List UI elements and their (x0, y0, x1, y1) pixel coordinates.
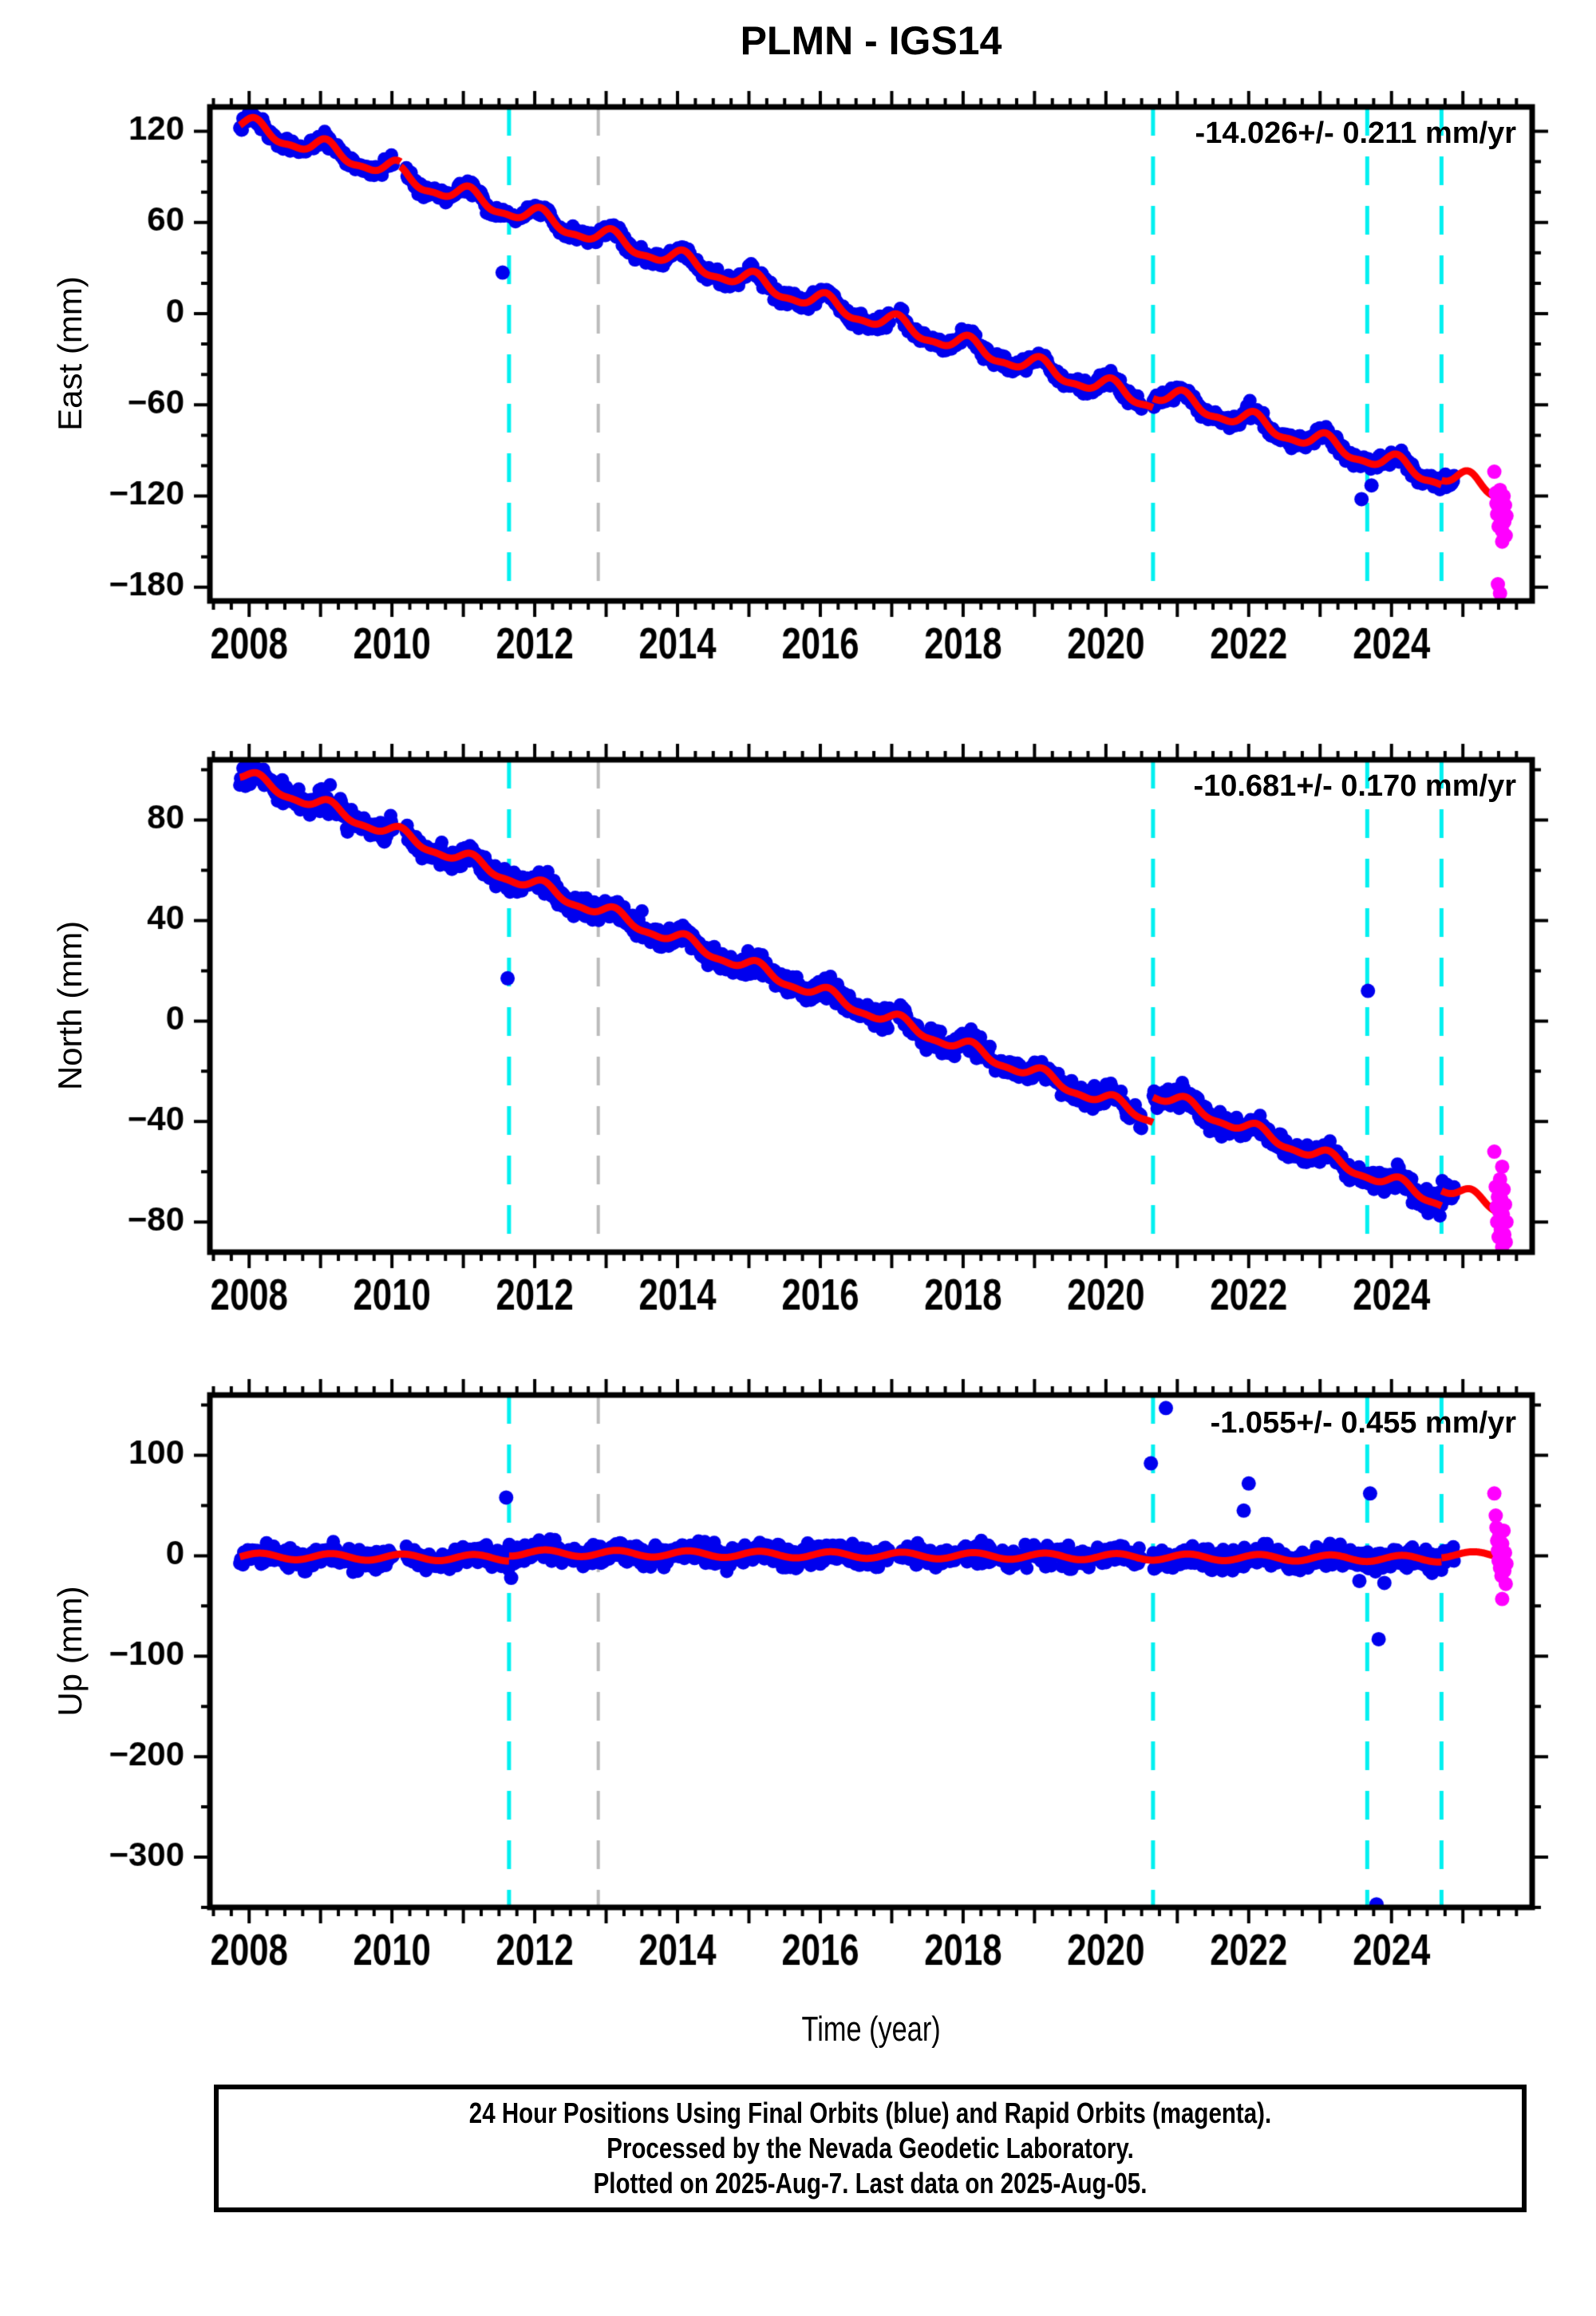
up-rate-annotation: -1.055+/- 0.455 mm/yr (1210, 1406, 1516, 1440)
time-axis-title: Time (year) (210, 2010, 1532, 2049)
time-axis-title-text: Time (year) (801, 2010, 941, 2049)
caption-line-3: Plotted on 2025-Aug-7. Last data on 2025… (593, 2167, 1148, 2199)
east-axis-title: East (mm) (51, 276, 89, 431)
up-axis-title: Up (mm) (51, 1586, 89, 1717)
page-title: PLMN - IGS14 (740, 18, 1002, 63)
caption-line-1: 24 Hour Positions Using Final Orbits (bl… (468, 2097, 1272, 2129)
caption-line-2: Processed by the Nevada Geodetic Laborat… (606, 2132, 1134, 2164)
caption-box: 24 Hour Positions Using Final Orbits (bl… (214, 2085, 1527, 2212)
north-axis-title: North (mm) (51, 920, 89, 1091)
east-rate-annotation: -14.026+/- 0.211 mm/yr (1195, 117, 1516, 150)
north-rate-annotation: -10.681+/- 0.170 mm/yr (1193, 769, 1516, 803)
